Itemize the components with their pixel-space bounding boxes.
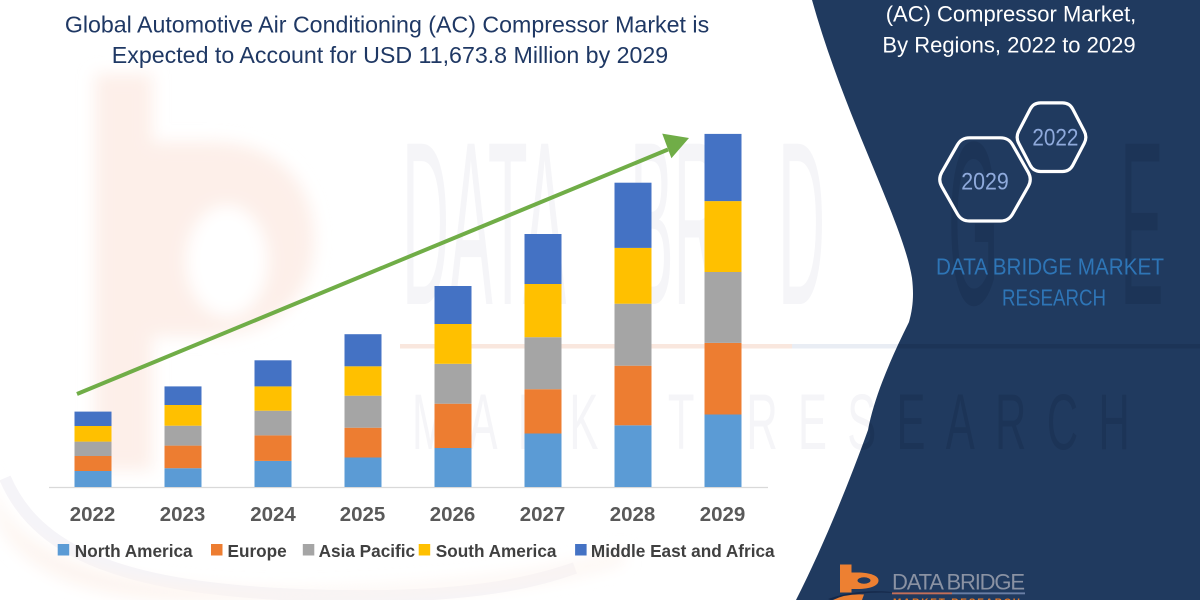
svg-text:2029: 2029	[961, 169, 1009, 196]
svg-text:South America: South America	[436, 541, 557, 561]
svg-text:Global Automotive Air Conditio: Global Automotive Air Conditioning (AC) …	[65, 12, 709, 38]
svg-text:By Regions, 2022 to 2029: By Regions, 2022 to 2029	[882, 33, 1135, 58]
svg-text:Middle East and Africa: Middle East and Africa	[591, 541, 775, 561]
svg-text:2023: 2023	[160, 503, 206, 526]
svg-text:2028: 2028	[610, 503, 656, 526]
svg-text:2027: 2027	[520, 503, 566, 526]
svg-text:2022: 2022	[1032, 125, 1078, 152]
svg-text:DATA BRIDGE: DATA BRIDGE	[892, 570, 1025, 595]
svg-text:(AC) Compressor Market,: (AC) Compressor Market,	[886, 2, 1137, 27]
svg-text:North America: North America	[75, 541, 193, 561]
svg-text:Europe: Europe	[228, 541, 287, 561]
svg-text:2026: 2026	[430, 503, 476, 526]
svg-text:RESEARCH: RESEARCH	[1002, 285, 1106, 311]
svg-text:2022: 2022	[70, 503, 116, 526]
svg-text:2029: 2029	[700, 503, 746, 526]
svg-text:Asia Pacific: Asia Pacific	[319, 541, 416, 561]
svg-text:DATA BRIDGE MARKET: DATA BRIDGE MARKET	[936, 254, 1164, 280]
svg-text:2025: 2025	[340, 503, 386, 526]
svg-text:2024: 2024	[250, 503, 296, 526]
svg-text:Expected to Account for USD 11: Expected to Account for USD 11,673.8 Mil…	[112, 42, 668, 68]
